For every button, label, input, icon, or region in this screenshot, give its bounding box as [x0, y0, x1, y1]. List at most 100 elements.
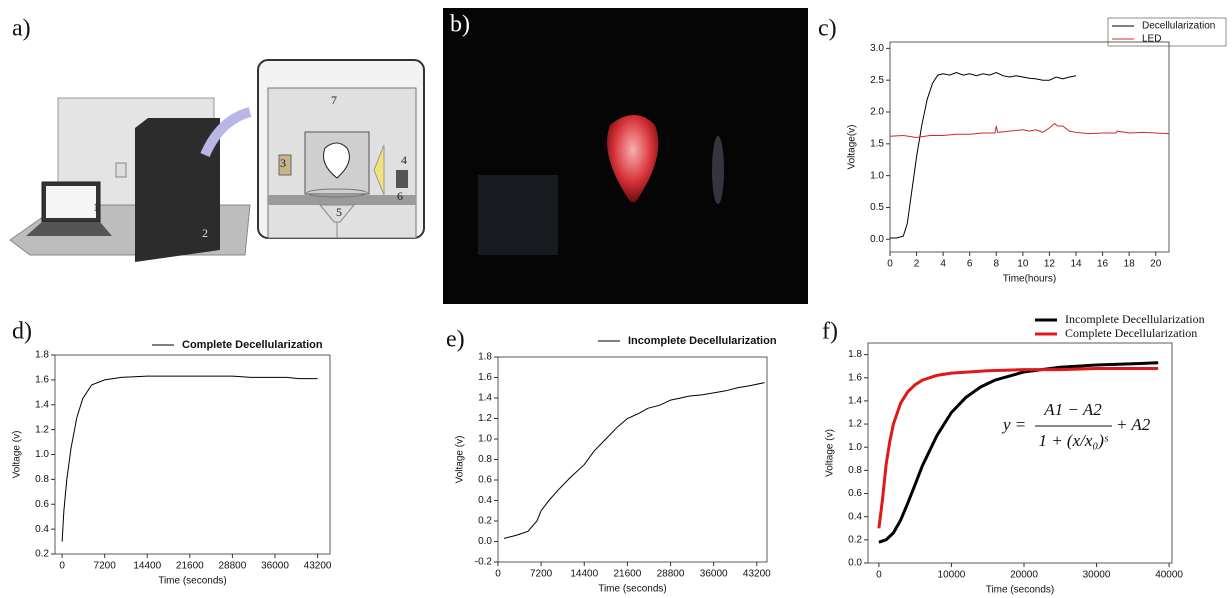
- x-tick-label: 14: [1070, 259, 1082, 270]
- y-tick-label: 1.4: [848, 396, 862, 407]
- x-tick-label: 0: [876, 570, 882, 581]
- plot-frame: [55, 355, 330, 554]
- y-tick-label: 0.0: [848, 558, 862, 569]
- y-tick-label: 0.8: [35, 474, 49, 485]
- y-tick-label: 1.4: [35, 399, 49, 410]
- y-tick-label: 1.0: [35, 449, 49, 460]
- data-line: [504, 383, 765, 539]
- panel-label: f): [822, 319, 838, 345]
- panel-label: b): [450, 12, 470, 38]
- y-tick-label: 1.0: [478, 434, 492, 445]
- x-axis-label: Time (seconds): [598, 584, 667, 595]
- panel-label: e): [446, 327, 465, 353]
- data-line: [890, 73, 1076, 239]
- part-number: 1: [93, 200, 99, 214]
- y-tick-label: 2.5: [870, 75, 884, 86]
- y-tick-label: 0.0: [870, 234, 884, 245]
- y-tick-label: 0.4: [35, 524, 49, 535]
- plot-frame: [890, 42, 1169, 252]
- data-line: [879, 363, 1158, 543]
- part-number: 7: [331, 93, 337, 107]
- x-tick-label: 18: [1124, 259, 1136, 270]
- figure: a) 1 2 3 4 5 6 7 b) c)024681012141618200…: [0, 0, 1232, 598]
- plot-frame: [498, 357, 767, 562]
- y-axis-label: Voltage (v): [12, 431, 23, 479]
- x-tick-label: 28800: [657, 569, 685, 580]
- legend-label: LED: [1142, 34, 1161, 45]
- x-tick-label: 43200: [304, 561, 332, 572]
- legend-label: Complete Decellularization: [182, 339, 323, 351]
- panel-label: c): [818, 16, 837, 42]
- y-tick-label: 0.8: [478, 454, 492, 465]
- legend-label: Incomplete Decellularization: [1065, 312, 1205, 326]
- y-tick-label: 1.6: [35, 375, 49, 386]
- y-tick-label: 1.6: [478, 372, 492, 383]
- x-tick-label: 0: [887, 259, 893, 270]
- y-tick-label: 1.8: [35, 350, 49, 361]
- x-tick-label: 36000: [700, 569, 728, 580]
- y-tick-label: 0.6: [35, 499, 49, 510]
- x-tick-label: 14400: [133, 561, 161, 572]
- equation-denominator: 1 + (x/x₀)ˢ: [1038, 431, 1109, 450]
- equation-numerator: A1 − A2: [1043, 400, 1102, 419]
- y-tick-label: 1.5: [870, 138, 884, 149]
- x-tick-label: 20: [1150, 259, 1162, 270]
- y-tick-label: 3.0: [870, 43, 884, 54]
- panel-label: d): [12, 319, 32, 345]
- x-tick-label: 28800: [219, 561, 247, 572]
- x-tick-label: 0: [495, 569, 501, 580]
- x-tick-label: 8: [994, 259, 1000, 270]
- part-number: 3: [280, 156, 286, 170]
- plot-frame: [868, 343, 1172, 563]
- x-tick-label: 7200: [530, 569, 553, 580]
- y-tick-label: 0.2: [478, 516, 492, 527]
- part-number: 5: [336, 205, 342, 219]
- y-tick-label: 0.2: [35, 549, 49, 560]
- equation-lhs: y =: [1001, 415, 1026, 434]
- x-tick-label: 10000: [938, 570, 966, 581]
- y-tick-label: 0.5: [870, 202, 884, 213]
- x-tick-label: 43200: [743, 569, 771, 580]
- x-tick-label: 12: [1044, 259, 1056, 270]
- y-axis-label: Voltage(v): [847, 124, 858, 169]
- x-tick-label: 20000: [1010, 570, 1038, 581]
- y-tick-label: 0.0: [478, 536, 492, 547]
- y-tick-label: 1.2: [478, 413, 492, 424]
- y-tick-label: 2.0: [870, 107, 884, 118]
- y-tick-label: 0.8: [848, 465, 862, 476]
- y-tick-label: 1.0: [870, 170, 884, 181]
- y-tick-label: 1.8: [478, 352, 492, 363]
- part-number: 2: [202, 226, 208, 240]
- x-tick-label: 21600: [614, 569, 642, 580]
- y-tick-label: 1.8: [848, 349, 862, 360]
- y-axis-label: Voltage (v): [455, 436, 466, 484]
- data-line: [879, 369, 1158, 529]
- y-tick-label: 0.4: [848, 511, 862, 522]
- part-number: 6: [397, 189, 403, 203]
- x-tick-label: 2: [914, 259, 920, 270]
- y-axis-label: Voltage (v): [825, 429, 836, 477]
- x-tick-label: 6: [967, 259, 973, 270]
- y-tick-label: 1.0: [848, 442, 862, 453]
- x-tick-label: 40000: [1155, 570, 1183, 581]
- data-line: [62, 376, 318, 541]
- x-axis-label: Time (seconds): [986, 585, 1055, 596]
- data-line: [890, 124, 1169, 138]
- legend-label: Complete Decellularization: [1065, 326, 1197, 340]
- y-tick-label: 0.6: [478, 475, 492, 486]
- setup-illustration: [10, 60, 424, 262]
- y-tick-label: -0.2: [475, 557, 493, 568]
- x-tick-label: 10: [1017, 259, 1029, 270]
- panel-label: a): [12, 16, 31, 42]
- y-tick-label: 1.2: [35, 424, 49, 435]
- x-axis-label: Time (seconds): [158, 576, 227, 587]
- y-tick-label: 0.6: [848, 488, 862, 499]
- x-tick-label: 36000: [261, 561, 289, 572]
- x-tick-label: 14400: [570, 569, 598, 580]
- x-tick-label: 30000: [1083, 570, 1111, 581]
- y-tick-label: 1.6: [848, 372, 862, 383]
- x-tick-label: 0: [59, 561, 65, 572]
- x-tick-label: 4: [940, 259, 946, 270]
- legend-label: Incomplete Decellularization: [628, 335, 777, 347]
- y-tick-label: 1.2: [848, 419, 862, 430]
